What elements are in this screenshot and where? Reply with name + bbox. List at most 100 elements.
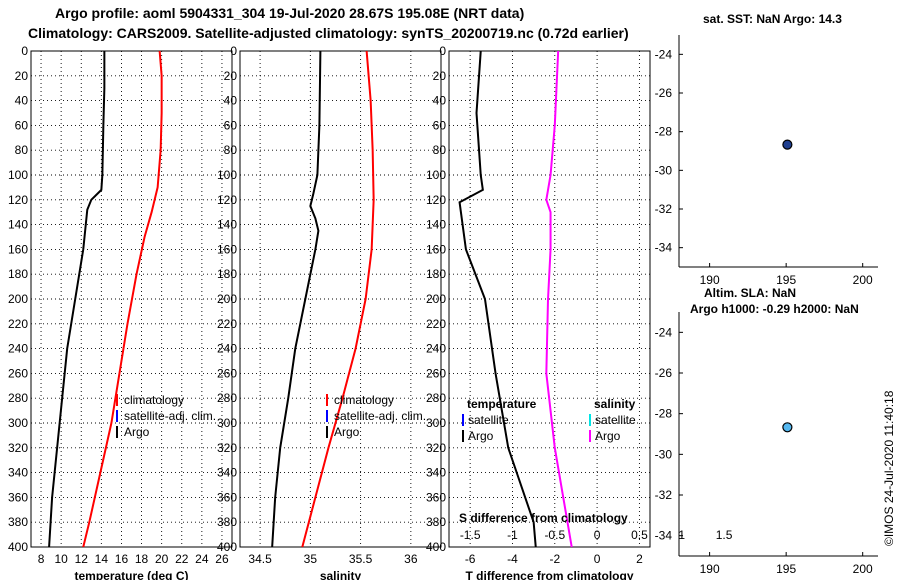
difference-y-tick-label: 80	[433, 143, 447, 157]
temperature-y-tick-label: 100	[8, 168, 28, 182]
salinity-legend-label: climatology	[334, 393, 394, 407]
difference-legend-temp-label: satellite	[468, 413, 509, 427]
temperature-legend-label: satellite-adj. clim.	[124, 409, 216, 423]
temperature-legend-label: climatology	[124, 393, 184, 407]
temperature-x-tick-label: 24	[195, 552, 209, 566]
difference-x-tick-label: 2	[636, 552, 643, 566]
salinity-y-tick-label: 20	[224, 69, 238, 83]
sst_map-y-tick-label: -30	[655, 163, 673, 177]
difference-salinity-tick-label: 1	[678, 528, 685, 542]
sst_map-y-tick-label: -28	[655, 125, 673, 139]
difference-y-tick-label: 20	[433, 69, 447, 83]
sla_map-float-position-marker	[782, 422, 793, 433]
salinity-series-climatology	[301, 50, 375, 548]
salinity-y-tick-label: 200	[217, 292, 237, 306]
salinity-y-tick-label: 260	[217, 366, 237, 380]
sla-map-title-line1: Altim. SLA: NaN	[704, 286, 797, 300]
temperature-y-tick-label: 360	[8, 490, 28, 504]
difference-x-tick-label: 0	[594, 552, 601, 566]
sst_map-float-position-marker	[782, 139, 793, 150]
sst_map-y-tick-label: -34	[655, 241, 673, 255]
temperature-y-tick-label: 340	[8, 466, 28, 480]
salinity-x-tick-label: 34.5	[248, 552, 272, 566]
temperature-y-tick-label: 400	[8, 540, 28, 554]
temperature-y-tick-label: 180	[8, 267, 28, 281]
salinity-y-tick-label: 100	[217, 168, 237, 182]
difference-y-tick-label: 220	[426, 317, 446, 331]
difference-y-tick-label: 180	[426, 267, 446, 281]
difference-x-tick-label: -6	[465, 552, 476, 566]
temperature-series-climatology	[82, 50, 163, 548]
salinity-y-tick-label: 140	[217, 218, 237, 232]
temperature-y-tick-label: 140	[8, 218, 28, 232]
salinity-x-tick-label: 36	[404, 552, 418, 566]
sla_map-y-tick-label: -32	[655, 488, 673, 502]
salinity-y-tick-label: 80	[224, 143, 238, 157]
difference-y-tick-label: 100	[426, 168, 446, 182]
difference-salinity-axis-label: S difference from climatology	[459, 511, 628, 525]
difference-y-tick-label: 380	[426, 515, 446, 529]
salinity-y-tick-label: 0	[230, 44, 237, 58]
difference-y-tick-label: 240	[426, 342, 446, 356]
sla_map-y-tick-label: -34	[655, 529, 673, 543]
temperature-y-tick-label: 260	[8, 366, 28, 380]
sla_map-y-tick-label: -24	[655, 325, 673, 339]
difference-legend-sal-label: satellite	[595, 413, 636, 427]
temperature-y-tick-label: 200	[8, 292, 28, 306]
difference-y-tick-label: 120	[426, 193, 446, 207]
salinity-x-axis-label: salinity	[320, 569, 362, 580]
difference-y-tick-label: 160	[426, 242, 446, 256]
sst_map-y-tick-label: -26	[655, 86, 673, 100]
temperature-x-tick-label: 14	[95, 552, 109, 566]
sst_map-x-tick-label: 190	[700, 273, 720, 287]
temperature-y-tick-label: 240	[8, 342, 28, 356]
temperature-y-tick-label: 0	[21, 44, 28, 58]
sla_map-x-tick-label: 195	[776, 562, 796, 576]
salinity-y-tick-label: 340	[217, 466, 237, 480]
salinity-legend-label: satellite-adj. clim.	[334, 409, 426, 423]
sst_map-y-tick-label: -32	[655, 202, 673, 216]
temperature-y-tick-label: 80	[15, 143, 29, 157]
salinity-y-tick-label: 240	[217, 342, 237, 356]
sst_map-x-tick-label: 195	[776, 273, 796, 287]
temperature-x-axis-label: temperature (deg C)	[74, 569, 188, 580]
sla_map-y-tick-label: -28	[655, 407, 673, 421]
difference-y-tick-label: 400	[426, 540, 446, 554]
temperature-legend-label: Argo	[124, 425, 150, 439]
difference-y-tick-label: 260	[426, 366, 446, 380]
sla-map-title-line2: Argo h1000: -0.29 h2000: NaN	[690, 302, 859, 316]
difference-y-tick-label: 0	[439, 44, 446, 58]
difference-salinity-tick-label: 1.5	[716, 528, 733, 542]
salinity-y-tick-label: 120	[217, 193, 237, 207]
difference-y-tick-label: 300	[426, 416, 446, 430]
imos-timestamp: ©IMOS 24-Jul-2020 11:40:18	[882, 390, 896, 546]
salinity-y-tick-label: 400	[217, 540, 237, 554]
salinity-y-tick-label: 60	[224, 118, 238, 132]
difference-salinity-tick-label: 0.5	[631, 528, 648, 542]
sst_map-x-tick-label: 200	[853, 273, 873, 287]
difference-salinity-tick-label: -1.5	[460, 528, 481, 542]
sla_map-x-tick-label: 200	[853, 562, 873, 576]
temperature-x-tick-label: 12	[75, 552, 89, 566]
difference-salinity-tick-label: 0	[594, 528, 601, 542]
difference-legend-temp-label: Argo	[468, 429, 494, 443]
difference-x-tick-label: -2	[549, 552, 560, 566]
salinity-y-tick-label: 300	[217, 416, 237, 430]
salinity-y-tick-label: 220	[217, 317, 237, 331]
temperature-y-tick-label: 380	[8, 515, 28, 529]
salinity-y-tick-label: 320	[217, 441, 237, 455]
temperature-x-tick-label: 26	[215, 552, 229, 566]
salinity-x-tick-label: 35	[304, 552, 318, 566]
difference-y-tick-label: 200	[426, 292, 446, 306]
difference-legend-temperature-title: temperature	[467, 397, 537, 411]
temperature-y-tick-label: 60	[15, 118, 29, 132]
salinity-y-tick-label: 160	[217, 242, 237, 256]
salinity-y-tick-label: 360	[217, 490, 237, 504]
salinity-series-argo	[271, 50, 322, 548]
temperature-y-tick-label: 20	[15, 69, 29, 83]
figure-title-line1: Argo profile: aoml 5904331_304 19-Jul-20…	[55, 5, 525, 21]
difference-legend-sal-label: Argo	[595, 429, 621, 443]
temperature-x-tick-label: 22	[175, 552, 189, 566]
temperature-y-tick-label: 160	[8, 242, 28, 256]
